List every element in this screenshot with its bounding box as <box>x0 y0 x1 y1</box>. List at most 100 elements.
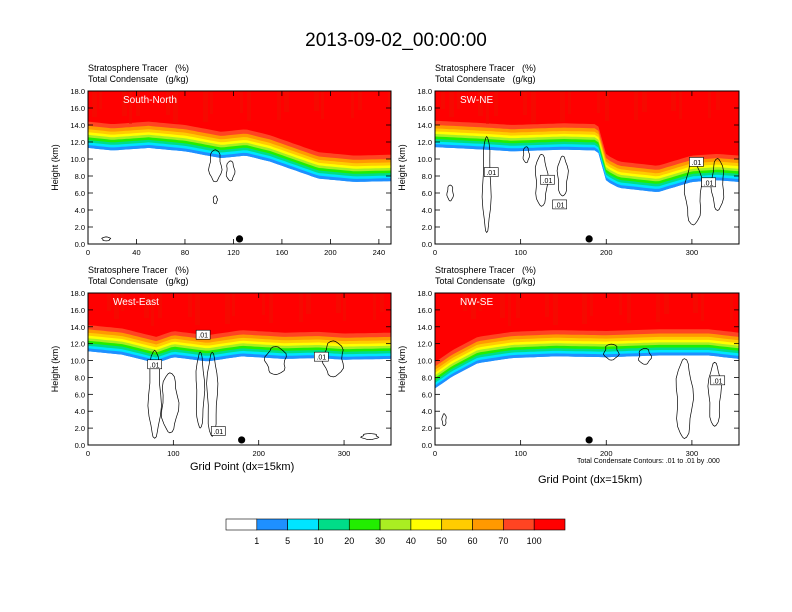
panel-2-header-condensate: Total Condensate (g/kg) <box>435 74 536 84</box>
panel-4-plot <box>435 293 739 445</box>
panel-4-location-marker <box>585 436 593 444</box>
panel-3-plot <box>88 293 391 445</box>
panel-4-frame <box>434 292 740 446</box>
panel-2-red-streak <box>568 91 571 114</box>
panel-3-cloud-contour <box>147 349 162 439</box>
panel-3-ytick-label: 4.0 <box>75 407 85 416</box>
panel-3-xlabel: Grid Point (dx=15km) <box>190 461 295 473</box>
contour-note: Total Condensate Contours: .01 to .01 by… <box>577 458 720 465</box>
panel-2: .01 .01 .01 .01 .01 SW-NE 0.0 2.0 4.0 6.0 8.0 10.0 1… <box>397 87 740 257</box>
panel-1-plot <box>88 91 391 244</box>
panel-2-contour-label: .01 <box>486 170 496 177</box>
colorbar-swatch <box>225 518 258 531</box>
panel-3-ytick-label: 0.0 <box>75 441 85 450</box>
panel-3-contour-label: .01 <box>198 333 208 340</box>
panel-3-header-condensate: Total Condensate (g/kg) <box>88 276 189 286</box>
panel-1-cloud-contour <box>212 195 218 205</box>
panel-1-xtick-label: 120 <box>227 248 240 257</box>
panel-4-red-streak <box>701 293 704 321</box>
panel-3-contour-label: .01 <box>213 429 223 436</box>
panel-1-ytick-label: 0.0 <box>75 240 85 249</box>
panel-2-contour-label: .01 <box>543 178 553 185</box>
panel-2-ytick-label: 6.0 <box>422 189 432 198</box>
panel-1-ylabel: Height (km) <box>50 144 60 191</box>
panel-1-red-streak <box>173 91 178 123</box>
panel-3-red-streak <box>151 293 154 326</box>
panel-3-red-streak <box>195 293 200 325</box>
colorbar-swatch <box>287 518 319 531</box>
panel-4-red-streak <box>693 293 698 313</box>
panel-3-header-tracer: Stratosphere Tracer (%) <box>88 265 190 275</box>
colorbar-label: 100 <box>527 536 542 546</box>
panel-1-red-streak <box>321 91 324 119</box>
panel-3-ytick-label: 6.0 <box>75 390 85 399</box>
panel-2-label: SW-NE <box>460 95 493 106</box>
panel-3-red-streak <box>121 293 124 311</box>
panel-2-frame <box>434 90 740 245</box>
panel-2-ytick-label: 4.0 <box>422 206 432 215</box>
panel-4-xlabel: Grid Point (dx=15km) <box>538 474 643 486</box>
panel-1-red-streak <box>210 91 213 114</box>
panel-2-red-streak <box>523 91 527 115</box>
panel-2-red-streak <box>716 91 720 110</box>
panel-1-label: South-North <box>123 95 177 106</box>
panel-3-location-marker <box>238 436 246 444</box>
panel-3-ytick-label: 2.0 <box>75 424 85 433</box>
panel-3-red-streak <box>306 293 311 314</box>
panel-1-red-streak <box>247 91 251 121</box>
panel-3-tracer-layer-10 <box>88 293 391 337</box>
colorbar-label: 1 <box>254 536 259 546</box>
colorbar-label: 70 <box>498 536 508 546</box>
panel-3-red-streak <box>232 293 235 316</box>
panel-4-cloud-contour <box>707 361 722 427</box>
panel-4-header-condensate: Total Condensate (g/kg) <box>435 276 536 286</box>
panel-3-ytick-label: 10.0 <box>70 357 85 366</box>
panel-3-cloud-contour <box>264 346 287 375</box>
panel-3-cloud-contour <box>195 351 206 429</box>
panel-4-red-streak <box>730 293 733 320</box>
panel-2-ytick-label: 12.0 <box>417 138 432 147</box>
colorbar-label: 30 <box>375 536 385 546</box>
panel-3-xtick-label: 100 <box>167 449 180 458</box>
panel-1-xtick-label: 200 <box>324 248 337 257</box>
panel-2-contour-label: .01 <box>692 160 702 167</box>
panel-2-contour-label-box <box>552 199 567 210</box>
panel-3-label: West-East <box>113 297 159 308</box>
panel-2-contour-label-box <box>701 177 716 188</box>
colorbar-label: 10 <box>313 536 323 546</box>
panel-3-red-streak <box>144 293 149 318</box>
panel-2-contour-label: .01 <box>555 202 565 209</box>
colorbar-label: 5 <box>285 536 290 546</box>
panel-2-contour-label-box <box>540 174 555 185</box>
panel-4-ytick-label: 16.0 <box>417 306 432 315</box>
panel-2-red-streak <box>671 91 676 111</box>
panel-1-red-streak <box>136 91 140 116</box>
panel-1-ytick-label: 10.0 <box>70 155 85 164</box>
panel-1-red-streak <box>99 91 102 109</box>
panel-3: .01 .01 .01 .01 West-East 0.0 2.0 4.0 6.0 8.0 10.0… <box>50 289 392 458</box>
panel-2-ylabel: Height (km) <box>397 144 407 191</box>
panel-3-red-streak <box>158 293 162 318</box>
panel-1-frame <box>87 90 392 245</box>
colorbar-label: 50 <box>437 536 447 546</box>
panel-4-header-tracer: Stratosphere Tracer (%) <box>435 265 537 275</box>
panel-4-ytick-label: 2.0 <box>422 424 432 433</box>
panel-1-header: Stratosphere Tracer (%) Total Condensate… <box>88 63 189 85</box>
panel-4-header: Stratosphere Tracer (%) Total Condensate… <box>435 265 536 287</box>
panel-4-red-streak <box>656 293 660 322</box>
panel-2-ytick-label: 18.0 <box>417 87 432 96</box>
panel-1-xtick-label: 40 <box>132 248 140 257</box>
panel-2-red-streak <box>597 91 600 113</box>
panel-2-red-streak <box>531 91 536 123</box>
panel-1-red-streak <box>358 91 362 110</box>
colorbar-swatch <box>503 518 535 531</box>
figure-title: 2013-09-02_00:00:00 <box>305 30 487 51</box>
panel-3-red-streak <box>225 293 230 324</box>
panel-1-cloud-contour <box>208 149 223 183</box>
panel-1-ytick-label: 16.0 <box>70 104 85 113</box>
colorbar-swatch <box>533 518 566 531</box>
panel-3-ylabel: Height (km) <box>50 346 60 393</box>
panel-3-red-streak <box>373 293 376 320</box>
panel-2-red-streak <box>560 91 565 122</box>
